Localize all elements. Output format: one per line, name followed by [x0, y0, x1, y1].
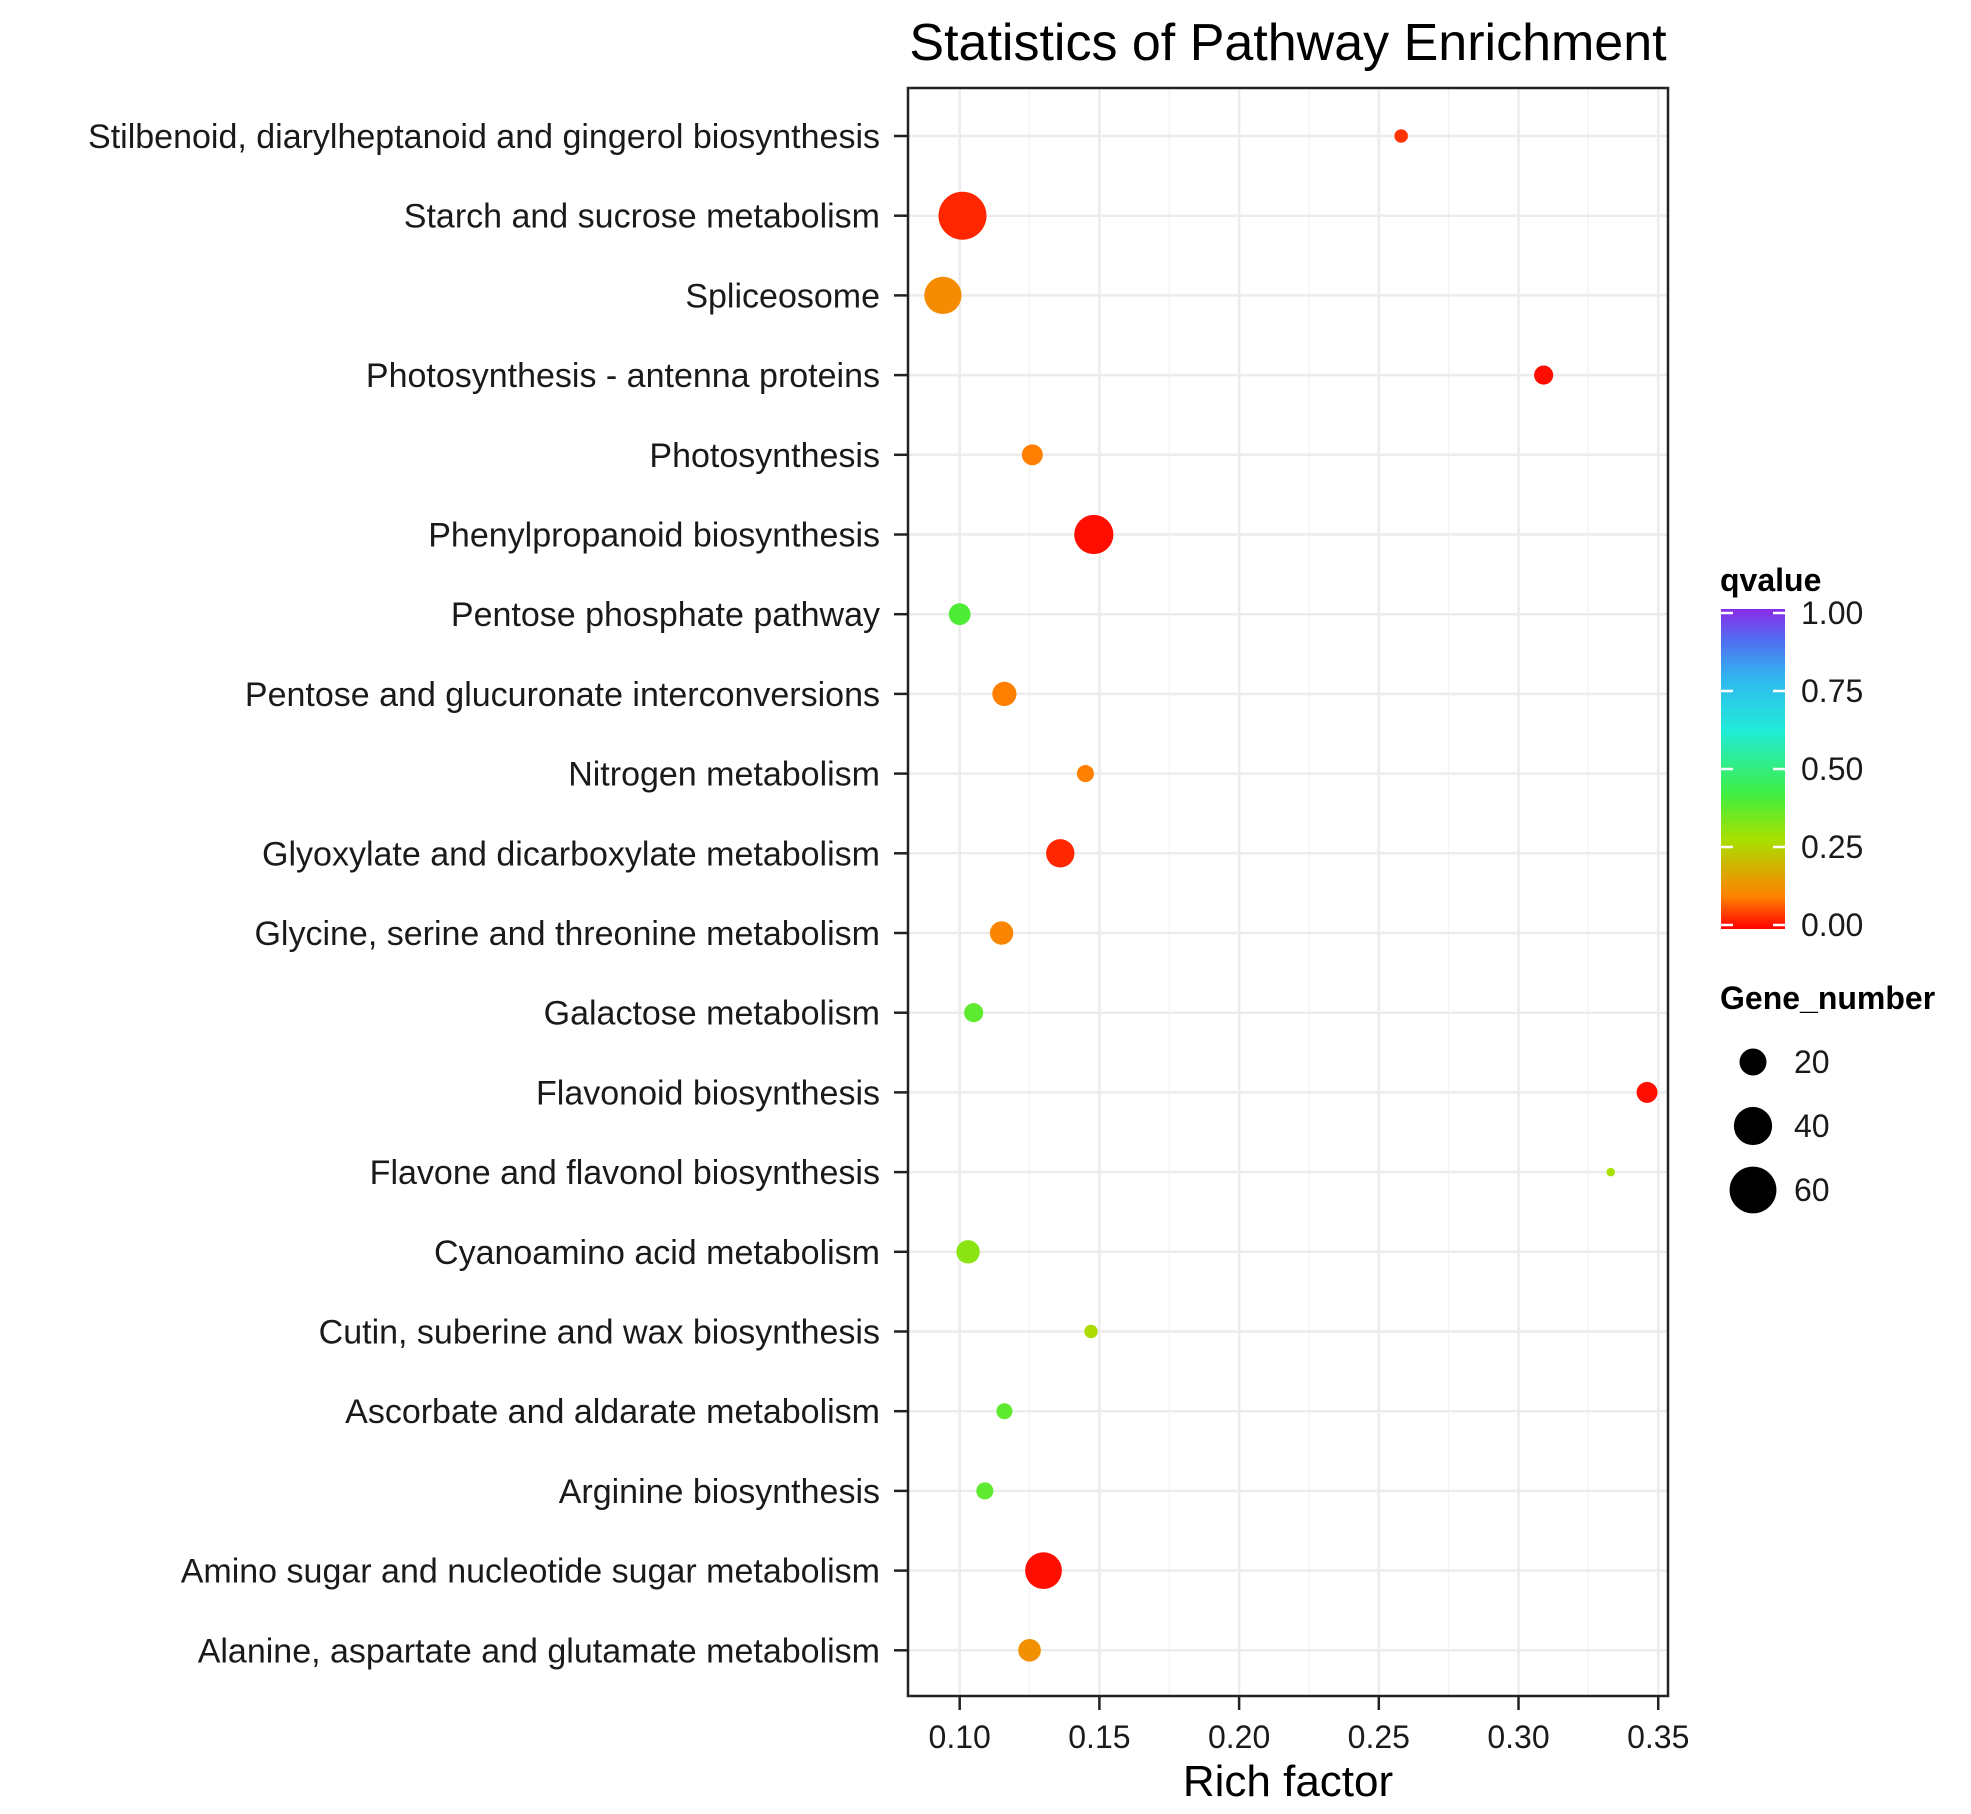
x-tick-label: 0.15 — [1068, 1719, 1130, 1755]
data-point — [956, 1240, 980, 1264]
colorbar-tick-label: 0.50 — [1801, 751, 1863, 787]
y-tick-label: Glyoxylate and dicarboxylate metabolism — [262, 835, 880, 873]
x-tick-label: 0.30 — [1487, 1719, 1549, 1755]
plot-border — [906, 86, 1670, 1698]
y-tick-label: Starch and sucrose metabolism — [404, 198, 880, 236]
gene-number-legend-title: Gene_number — [1720, 980, 1935, 1016]
y-tick-label: Photosynthesis — [649, 437, 880, 475]
size-legend-label: 40 — [1794, 1108, 1830, 1144]
y-tick-label: Glycine, serine and threonine metabolism — [254, 915, 880, 953]
data-point — [1021, 444, 1043, 466]
y-axis: Stilbenoid, diarylheptanoid and gingerol… — [88, 118, 908, 1670]
x-axis: 0.10 0.15 0.20 0.25 0.30 0.35 — [929, 1696, 1689, 1755]
y-tick-label: Stilbenoid, diarylheptanoid and gingerol… — [88, 118, 880, 156]
data-point — [938, 191, 987, 240]
y-tick-label: Galactose metabolism — [544, 995, 880, 1033]
colorbar-tick-label: 0.75 — [1801, 673, 1863, 709]
qvalue-legend: qvalue 1.00 0.75 0.50 0.25 0.00 — [1720, 562, 1863, 943]
data-point — [996, 1403, 1013, 1420]
x-tick-label: 0.25 — [1348, 1719, 1410, 1755]
data-point — [1636, 1081, 1658, 1103]
y-tick-label: Arginine biosynthesis — [559, 1473, 880, 1511]
y-tick-label: Amino sugar and nucleotide sugar metabol… — [181, 1553, 880, 1591]
grid-lines — [908, 88, 1668, 1696]
colorbar-tick-label: 0.25 — [1801, 829, 1863, 865]
data-point — [1046, 839, 1075, 868]
x-tick-label: 0.35 — [1627, 1719, 1689, 1755]
data-point — [1018, 1638, 1041, 1662]
y-tick-label: Photosynthesis - antenna proteins — [366, 357, 880, 395]
chart-title: Statistics of Pathway Enrichment — [909, 14, 1667, 72]
data-point — [976, 1482, 994, 1500]
size-legend-label: 60 — [1794, 1172, 1830, 1208]
plot-panel — [908, 88, 1668, 1696]
y-tick-label: Flavonoid biosynthesis — [536, 1074, 880, 1112]
y-tick-label: Spliceosome — [685, 277, 880, 315]
x-axis-title: Rich factor — [1183, 1757, 1393, 1806]
qvalue-legend-title: qvalue — [1720, 562, 1821, 598]
data-point — [1025, 1552, 1062, 1589]
data-point — [1606, 1167, 1615, 1177]
gene-number-legend: Gene_number 20 40 60 — [1720, 980, 1935, 1214]
data-point — [1394, 129, 1408, 143]
y-tick-label: Phenylpropanoid biosynthesis — [428, 517, 880, 555]
data-point — [1074, 514, 1114, 555]
size-legend-label: 20 — [1794, 1044, 1830, 1080]
data-point — [989, 921, 1014, 945]
y-tick-label: Alanine, aspartate and glutamate metabol… — [198, 1632, 880, 1670]
y-tick-label: Ascorbate and aldarate metabolism — [345, 1393, 880, 1431]
colorbar-tick-label: 1.00 — [1801, 595, 1863, 631]
data-point — [1534, 365, 1554, 385]
y-tick-label: Flavone and flavonol biosynthesis — [370, 1154, 880, 1192]
size-legend-dot — [1733, 1106, 1773, 1146]
data-point — [924, 276, 962, 315]
data-point — [992, 681, 1017, 706]
data-point — [1084, 1324, 1098, 1339]
data-point — [1076, 765, 1094, 783]
data-points — [924, 129, 1658, 1662]
colorbar-tick-label: 0.00 — [1801, 907, 1863, 943]
y-tick-label: Pentose phosphate pathway — [451, 596, 880, 634]
x-tick-label: 0.10 — [929, 1719, 991, 1755]
size-legend-dot — [1739, 1048, 1767, 1076]
y-tick-label: Pentose and glucuronate interconversions — [245, 676, 880, 714]
data-point — [948, 603, 971, 626]
data-point — [964, 1003, 984, 1023]
y-tick-label: Nitrogen metabolism — [568, 756, 880, 794]
y-tick-label: Cyanoamino acid metabolism — [434, 1234, 880, 1272]
size-legend-dot — [1729, 1166, 1777, 1214]
x-tick-label: 0.20 — [1208, 1719, 1270, 1755]
y-tick-label: Cutin, suberine and wax biosynthesis — [319, 1314, 880, 1352]
